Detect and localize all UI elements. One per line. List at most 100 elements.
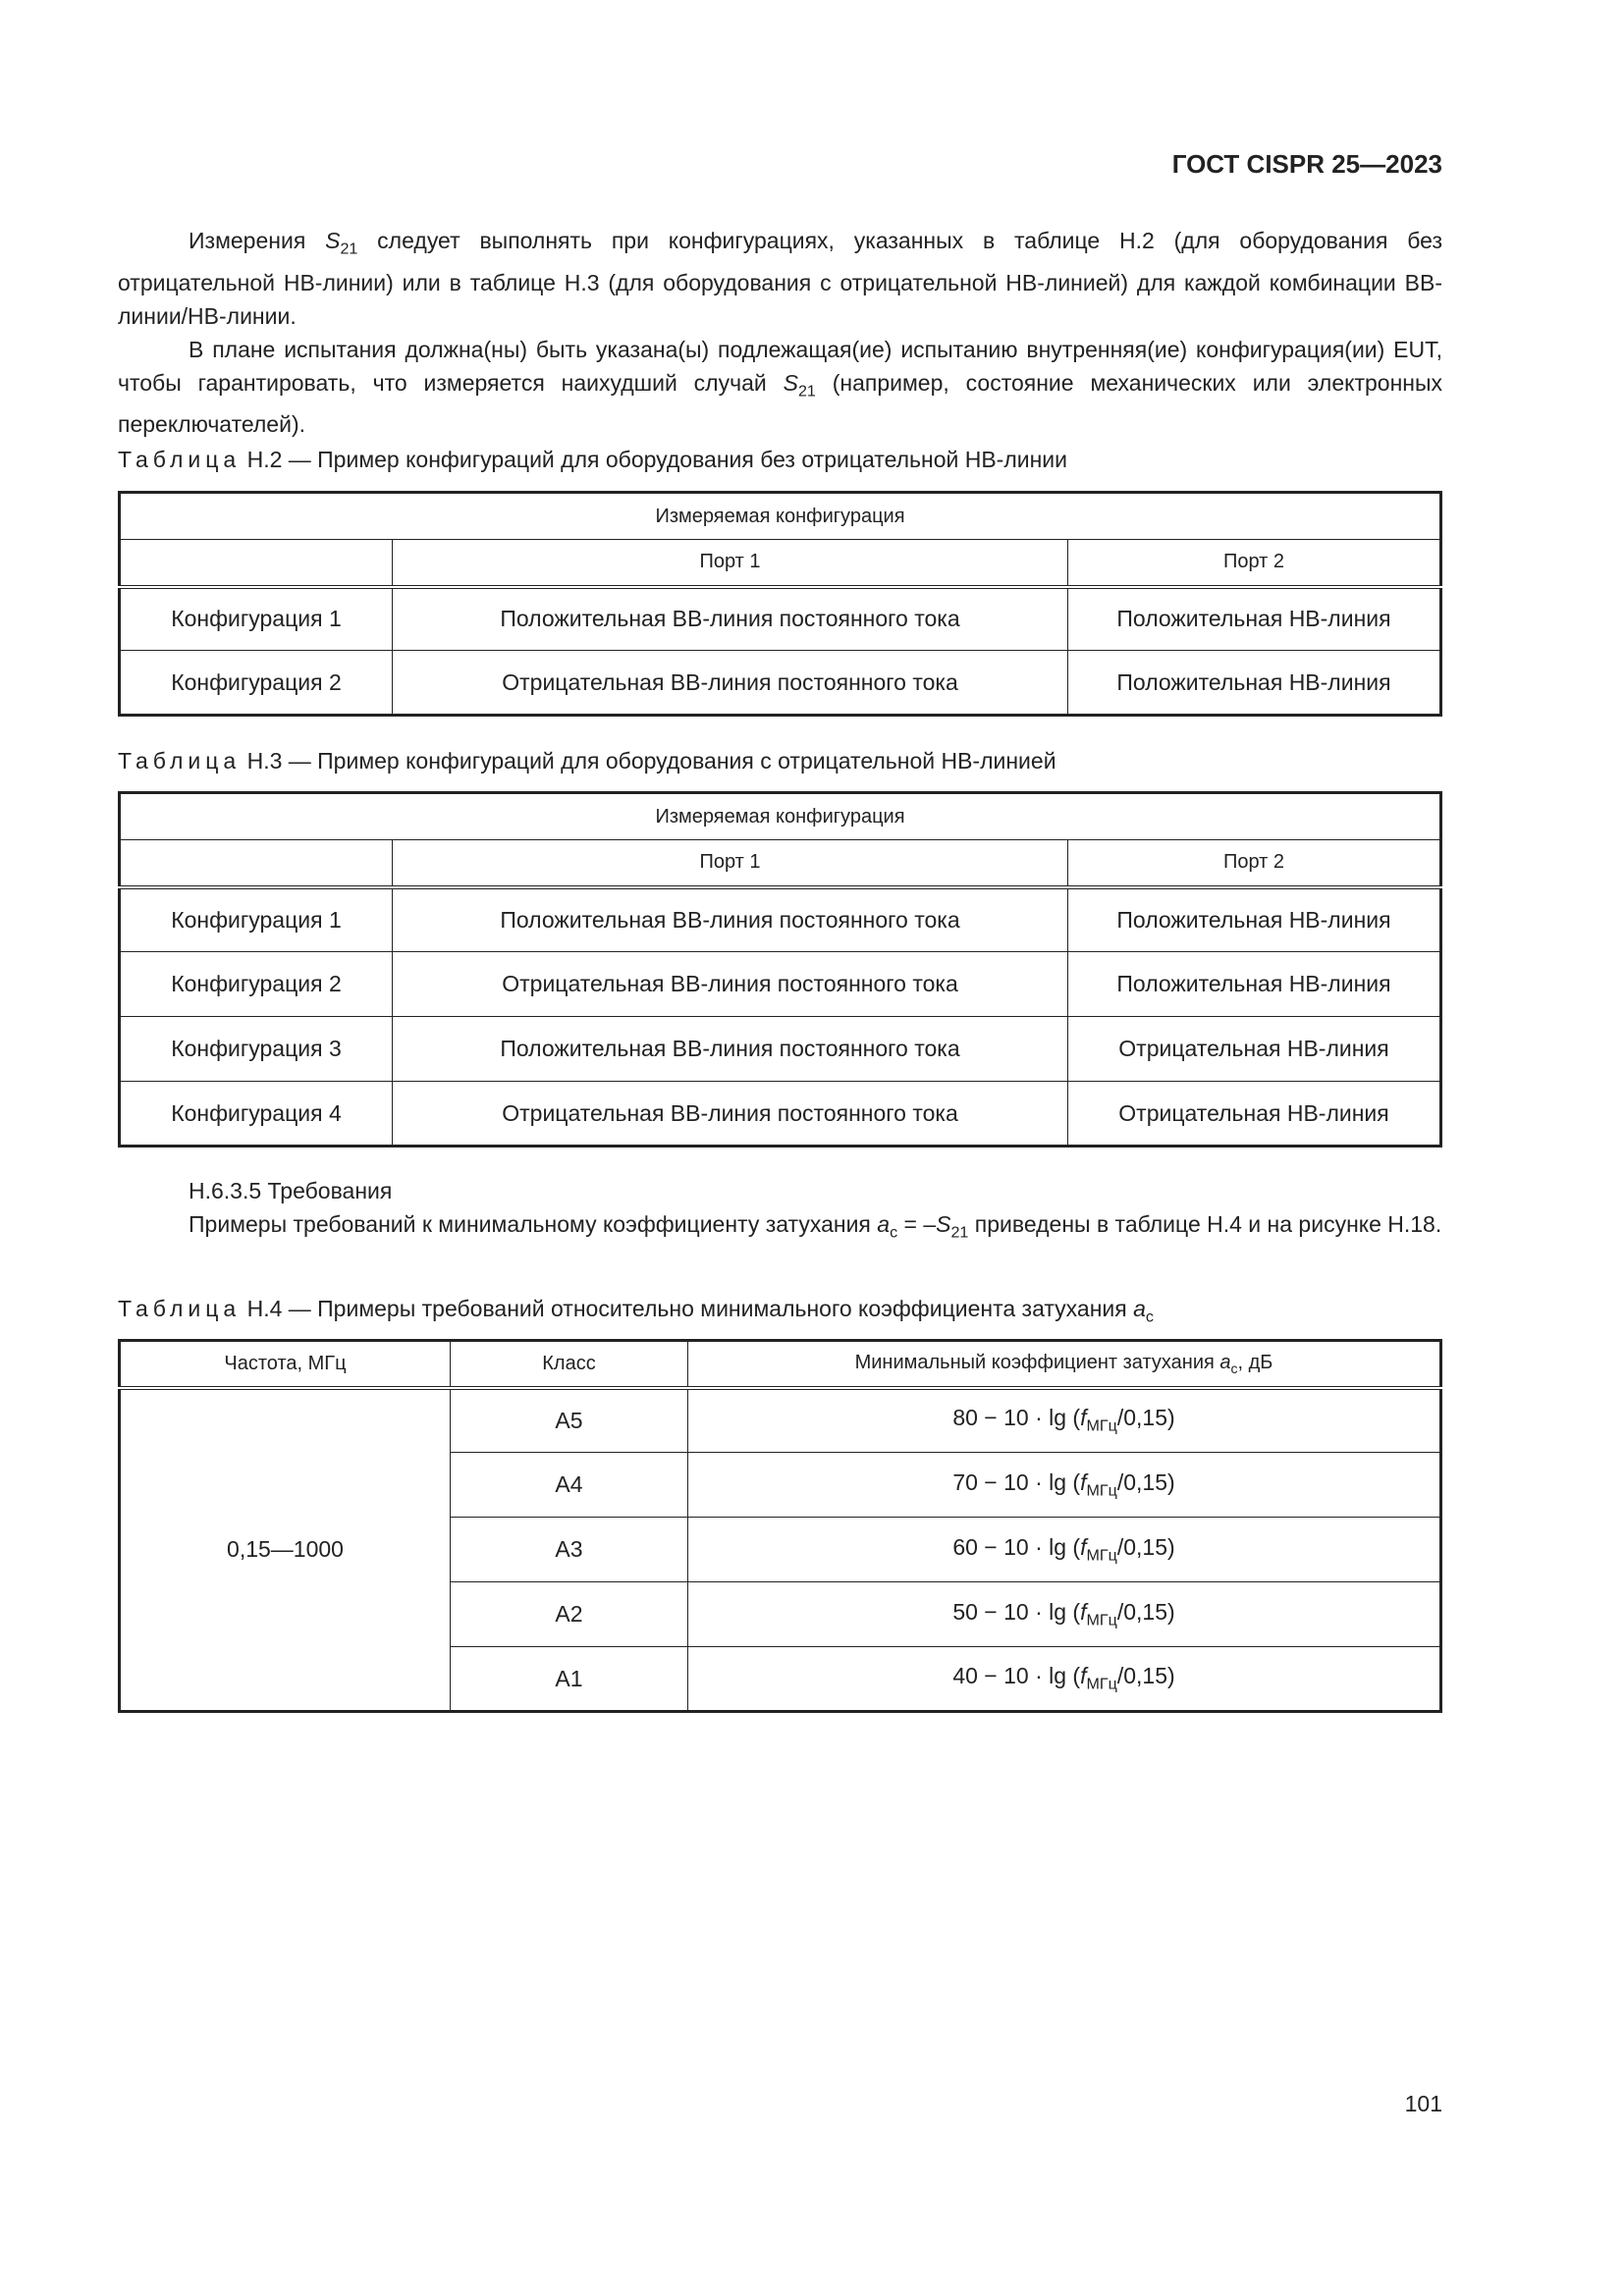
sub: МГц bbox=[1086, 1675, 1117, 1693]
intro-text: Измерения S21 следует выполнять при конф… bbox=[118, 224, 1442, 441]
group-header: Измеряемая конфигурация bbox=[119, 792, 1441, 840]
text: 80 − 10 · lg ( bbox=[952, 1405, 1081, 1431]
section-h635: H.6.3.5 Требования Примеры требований к … bbox=[118, 1174, 1442, 1250]
sub: c bbox=[890, 1223, 898, 1242]
var: f bbox=[1080, 1663, 1087, 1689]
cell: Отрицательная ВВ-линия постоянного тока bbox=[392, 1081, 1068, 1147]
sub: c bbox=[1145, 1308, 1154, 1326]
sub: c bbox=[1230, 1360, 1238, 1376]
class-cell: A5 bbox=[450, 1387, 688, 1453]
paragraph-1: Измерения S21 следует выполнять при конф… bbox=[118, 224, 1442, 333]
text: /0,15) bbox=[1116, 1533, 1175, 1560]
class-cell: A3 bbox=[450, 1517, 688, 1582]
document-id: ГОСТ CISPR 25—2023 bbox=[1171, 149, 1442, 179]
table-row: Конфигурация 2 Отрицательная ВВ-линия пос… bbox=[119, 650, 1441, 716]
col-header: Частота, МГц bbox=[119, 1340, 451, 1390]
var: f bbox=[1080, 1598, 1087, 1625]
formula-cell: 70 − 10 · lg (fМГц/0,15) bbox=[687, 1452, 1441, 1518]
class-cell: A1 bbox=[450, 1646, 688, 1712]
sub: 21 bbox=[950, 1223, 969, 1242]
col-header: Класс bbox=[450, 1340, 688, 1390]
caption-text: H.4 — Примеры требований относительно ми… bbox=[241, 1296, 1134, 1321]
var: f bbox=[1080, 1405, 1087, 1431]
paragraph-2: В плане испытания должна(ны) быть указан… bbox=[118, 333, 1442, 442]
var: f bbox=[1080, 1533, 1087, 1560]
col-header bbox=[119, 539, 393, 589]
formula-cell: 50 − 10 · lg (fМГц/0,15) bbox=[687, 1581, 1441, 1647]
table-row: A3 60 − 10 · lg (fМГц/0,15) bbox=[120, 1517, 1441, 1582]
var: a bbox=[1219, 1351, 1231, 1373]
section-heading: H.6.3.5 Требования bbox=[189, 1178, 393, 1203]
var: a bbox=[1133, 1296, 1146, 1321]
cell: Положительная ВВ-линия постоянного тока bbox=[392, 586, 1068, 651]
caption-word: Таблица bbox=[118, 1296, 242, 1321]
text: Примеры требований к минимальному коэффи… bbox=[189, 1211, 878, 1237]
table-row: A4 70 − 10 · lg (fМГц/0,15) bbox=[120, 1452, 1441, 1518]
cell: Конфигурация 3 bbox=[119, 1016, 393, 1082]
table-h2-caption: Таблица H.2 — Пример конфигураций для об… bbox=[118, 447, 1067, 473]
sub: МГц bbox=[1086, 1546, 1117, 1565]
freq-cell: 0,15—1000 bbox=[119, 1387, 451, 1712]
text: 60 − 10 · lg ( bbox=[952, 1533, 1081, 1560]
var: S bbox=[936, 1211, 951, 1237]
formula-cell: 40 − 10 · lg (fМГц/0,15) bbox=[687, 1646, 1441, 1712]
caption-word: Таблица bbox=[118, 748, 242, 774]
col-header: Порт 1 bbox=[392, 839, 1068, 889]
var: f bbox=[1080, 1468, 1087, 1495]
cell: Положительная НВ-линия bbox=[1067, 586, 1441, 651]
text: , дБ bbox=[1237, 1351, 1273, 1373]
text: 50 − 10 · lg ( bbox=[952, 1598, 1081, 1625]
class-cell: A4 bbox=[450, 1452, 688, 1518]
sub: МГц bbox=[1086, 1417, 1117, 1436]
text: Минимальный коэффициент затухания bbox=[854, 1351, 1220, 1373]
table-h2: Измеряемая конфигурация Порт 1 Порт 2 Кон… bbox=[118, 491, 1442, 717]
var: S bbox=[325, 228, 341, 253]
cell: Отрицательная ВВ-линия постоянного тока bbox=[392, 951, 1068, 1017]
col-header: Порт 2 bbox=[1067, 839, 1441, 889]
table-row: Конфигурация 1 Положительная ВВ-линия пос… bbox=[119, 886, 1441, 952]
text: следует выполнять при конфигурациях, ука… bbox=[118, 228, 1442, 329]
cell: Положительная НВ-линия bbox=[1067, 886, 1441, 952]
cell: Положительная НВ-линия bbox=[1067, 951, 1441, 1017]
sub: 21 bbox=[797, 382, 816, 400]
col-header: Порт 2 bbox=[1067, 539, 1441, 589]
group-header: Измеряемая конфигурация bbox=[119, 492, 1441, 540]
cell: Положительная НВ-линия bbox=[1067, 650, 1441, 716]
table-h3-caption: Таблица H.3 — Пример конфигураций для об… bbox=[118, 748, 1056, 774]
text: /0,15) bbox=[1116, 1663, 1175, 1689]
section-text: Примеры требований к минимальному коэффи… bbox=[118, 1207, 1442, 1250]
col-header: Минимальный коэффициент затухания ac, дБ bbox=[687, 1340, 1441, 1390]
table-row: Конфигурация 4 Отрицательная ВВ-линия пос… bbox=[119, 1081, 1441, 1147]
text: 40 − 10 · lg ( bbox=[952, 1663, 1081, 1689]
caption-word: Таблица bbox=[118, 447, 242, 472]
class-cell: A2 bbox=[450, 1581, 688, 1647]
text: /0,15) bbox=[1116, 1468, 1175, 1495]
text: /0,15) bbox=[1116, 1598, 1175, 1625]
page-number: 101 bbox=[1404, 2091, 1442, 2116]
caption-text: H.3 — Пример конфигураций для оборудован… bbox=[241, 748, 1056, 774]
caption-text: H.2 — Пример конфигураций для оборудован… bbox=[241, 447, 1068, 472]
sub: 21 bbox=[340, 240, 358, 258]
text: Измерения bbox=[189, 228, 326, 253]
table-row: Конфигурация 2 Отрицательная ВВ-линия пос… bbox=[119, 951, 1441, 1017]
table-h3: Измеряемая конфигурация Порт 1 Порт 2 Кон… bbox=[118, 791, 1442, 1148]
text: /0,15) bbox=[1116, 1405, 1175, 1431]
table-row: A2 50 − 10 · lg (fМГц/0,15) bbox=[120, 1581, 1441, 1647]
cell: Конфигурация 1 bbox=[119, 886, 393, 952]
cell: Конфигурация 2 bbox=[119, 650, 393, 716]
cell: Положительная ВВ-линия постоянного тока bbox=[392, 1016, 1068, 1082]
sub: МГц bbox=[1086, 1481, 1117, 1500]
text: (например, состояние механических или эл… bbox=[118, 369, 1443, 438]
formula-cell: 80 − 10 · lg (fМГц/0,15) bbox=[687, 1387, 1441, 1453]
var: a bbox=[877, 1211, 891, 1237]
cell: Отрицательная НВ-линия bbox=[1067, 1016, 1441, 1082]
cell: Положительная ВВ-линия постоянного тока bbox=[392, 886, 1068, 952]
table-row: 0,15—1000 A5 80 − 10 · lg (fМГц/0,15) bbox=[119, 1387, 1441, 1712]
sub: МГц bbox=[1086, 1611, 1117, 1629]
text: приведены в таблице H.4 и на рисунке H.1… bbox=[968, 1211, 1442, 1237]
col-header: Порт 1 bbox=[392, 539, 1068, 589]
col-header bbox=[119, 839, 393, 889]
cell: Конфигурация 1 bbox=[119, 586, 393, 651]
cell: Конфигурация 2 bbox=[119, 951, 393, 1017]
cell: Отрицательная НВ-линия bbox=[1067, 1081, 1441, 1147]
